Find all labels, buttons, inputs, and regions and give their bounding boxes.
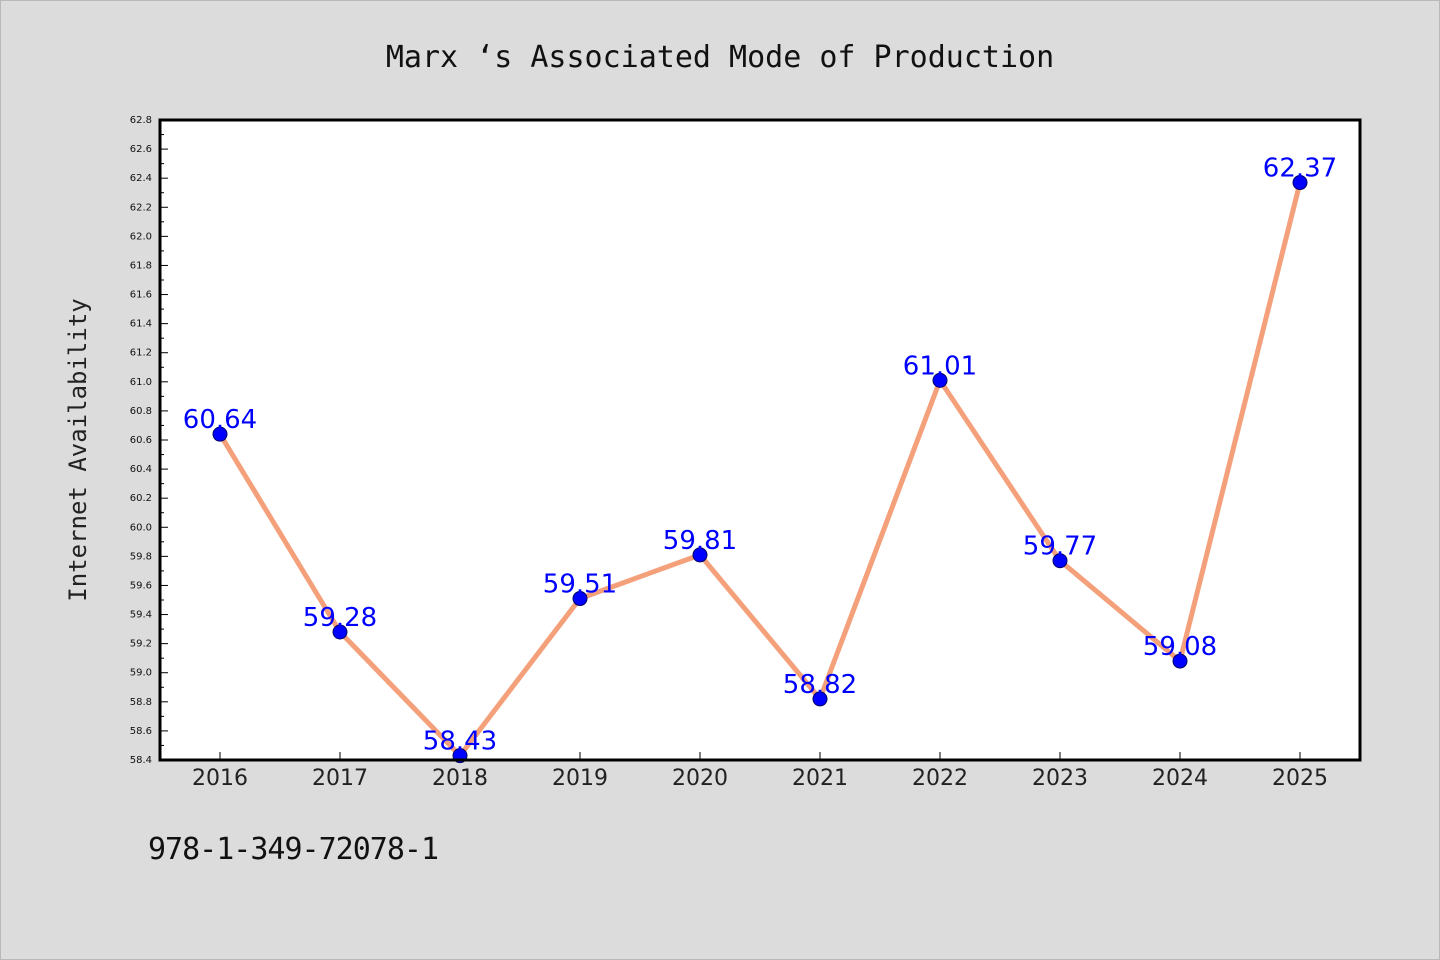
data-label: 59.51 [543, 570, 617, 600]
data-point [1172, 653, 1188, 669]
data-label: 59.08 [1143, 632, 1217, 662]
data-point [1292, 175, 1308, 191]
x-tick-label: 2017 [312, 766, 368, 791]
x-tick-label: 2025 [1272, 766, 1328, 791]
y-tick-label: 59.0 [130, 668, 152, 679]
x-axis: 2016 2017 2018 2019 2020 2021 2022 2023 2024 2025 [192, 752, 1328, 791]
data-label: 59.28 [303, 603, 377, 633]
data-point [572, 591, 588, 607]
isbn-footer: 978-1-349-72078-1 [148, 832, 439, 867]
plot-border [158, 118, 1362, 762]
y-tick-label: 59.6 [130, 580, 152, 591]
data-label: 61.01 [903, 351, 977, 381]
y-tick-label: 60.0 [130, 522, 152, 533]
y-axis: 58.4 58.6 58.8 59.0 59.2 59.4 59.6 59.8 60.0 60.2… [130, 115, 168, 766]
y-tick-label: 60.2 [130, 493, 152, 504]
y-tick-label: 61.4 [130, 319, 152, 330]
x-tick-label: 2023 [1032, 766, 1088, 791]
markers [212, 175, 1308, 764]
data-point [932, 372, 948, 388]
y-tick-label: 62.2 [130, 202, 152, 213]
data-label: 59.81 [663, 526, 737, 556]
y-tick-label: 61.6 [130, 290, 152, 301]
data-point [212, 426, 228, 442]
chart-title: Marx ‘s Associated Mode of Production [386, 40, 1054, 75]
y-tick-label: 62.4 [130, 173, 152, 184]
y-tick-label: 59.4 [130, 610, 152, 621]
y-tick-label: 61.8 [130, 260, 152, 271]
y-tick-label: 61.2 [130, 348, 152, 359]
y-axis-label: Internet Availability [64, 298, 92, 601]
series-line [217, 180, 1303, 759]
y-tick-label: 59.8 [130, 551, 152, 562]
data-point [332, 624, 348, 640]
x-tick-label: 2021 [792, 766, 848, 791]
data-point [692, 547, 708, 563]
x-tick-label: 2018 [432, 766, 488, 791]
y-tick-label: 61.0 [130, 377, 152, 388]
x-tick-label: 2019 [552, 766, 608, 791]
data-labels: 60.64 59.28 58.43 59.51 59.81 58.82 61.01 59.77… [183, 154, 1337, 757]
y-tick-label: 62.6 [130, 144, 152, 155]
data-label: 60.64 [183, 405, 257, 435]
x-tick-label: 2022 [912, 766, 968, 791]
y-tick-label: 62.8 [130, 115, 152, 126]
data-label: 59.77 [1023, 532, 1097, 562]
y-tick-label: 58.4 [130, 755, 152, 766]
y-tick-label: 60.6 [130, 435, 152, 446]
y-tick-label: 62.0 [130, 231, 152, 242]
data-point [1052, 553, 1068, 569]
y-tick-label: 60.4 [130, 464, 152, 475]
y-tick-label: 58.6 [130, 726, 152, 737]
x-tick-label: 2016 [192, 766, 248, 791]
data-label: 58.82 [783, 670, 857, 700]
data-label: 58.43 [423, 727, 497, 757]
data-point [812, 691, 828, 707]
x-tick-label: 2020 [672, 766, 728, 791]
data-label: 62.37 [1263, 154, 1337, 184]
y-tick-label: 58.8 [130, 697, 152, 708]
y-tick-label: 60.8 [130, 406, 152, 417]
x-tick-label: 2024 [1152, 766, 1208, 791]
y-tick-label: 59.2 [130, 639, 152, 650]
